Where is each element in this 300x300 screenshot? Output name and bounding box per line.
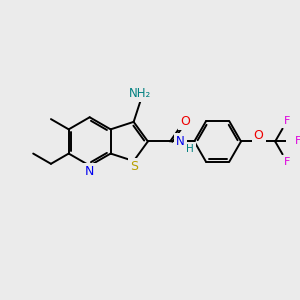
Text: O: O <box>254 129 264 142</box>
Text: H: H <box>186 144 194 154</box>
Text: F: F <box>295 136 300 146</box>
Text: N: N <box>85 165 94 178</box>
Text: O: O <box>180 116 190 128</box>
Text: F: F <box>284 157 290 167</box>
Text: F: F <box>284 116 290 126</box>
Text: S: S <box>130 160 138 173</box>
Text: N: N <box>176 135 185 148</box>
Text: NH₂: NH₂ <box>129 87 152 100</box>
